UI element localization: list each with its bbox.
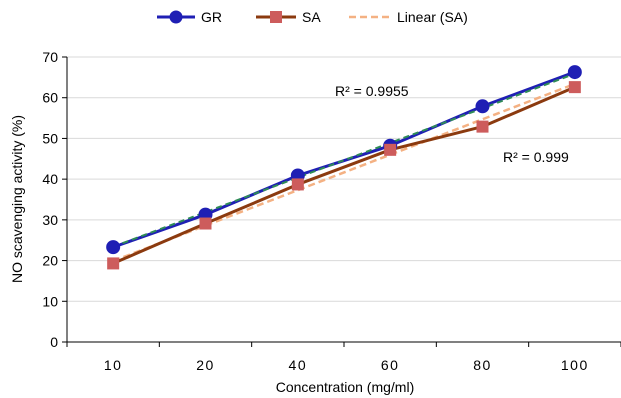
series-markers <box>106 65 582 270</box>
legend-gr-marker <box>169 10 183 24</box>
x-tick-label: 100 <box>561 357 589 373</box>
r-squared-gr-label: R² = 0.9955 <box>335 83 409 99</box>
y-tick-label: 30 <box>42 212 58 228</box>
x-tick-label: 80 <box>473 357 492 373</box>
gr-point <box>567 65 582 80</box>
r-squared-sa-label: R² = 0.999 <box>503 149 569 165</box>
gr-series-line <box>112 70 576 249</box>
y-axis-title: NO scavenging activity (%) <box>9 115 25 283</box>
gridlines <box>67 56 621 302</box>
axes <box>66 57 621 343</box>
sa-point <box>568 81 581 94</box>
sa-point <box>291 178 304 191</box>
gr-trendline <box>112 72 576 248</box>
x-tick-labels: 10 20 40 60 80 100 <box>66 342 621 373</box>
y-tick-label: 60 <box>42 90 58 106</box>
y-tick-label: 70 <box>42 49 58 65</box>
y-tick-label: 0 <box>50 334 58 350</box>
y-tick-labels: 0 10 20 30 40 50 60 70 <box>42 49 67 350</box>
y-tick-label: 20 <box>42 253 58 269</box>
sa-point <box>384 143 397 156</box>
x-tick-label: 60 <box>381 357 400 373</box>
series-lines <box>112 70 576 265</box>
sa-point <box>476 120 489 133</box>
x-axis-title: Concentration (mg/ml) <box>276 379 415 395</box>
y-tick-label: 10 <box>42 293 58 309</box>
y-tick-label: 50 <box>42 130 58 146</box>
legend-sa-label: SA <box>302 9 321 25</box>
legend: GR SA Linear (SA) <box>157 9 468 25</box>
gr-point <box>106 240 121 255</box>
legend-linear-sa-label: Linear (SA) <box>397 9 468 25</box>
x-tick-label: 40 <box>289 357 308 373</box>
sa-series-line <box>112 85 576 265</box>
sa-point <box>199 217 212 230</box>
gr-point <box>475 99 490 114</box>
sa-point <box>107 257 120 270</box>
y-tick-label: 40 <box>42 171 58 187</box>
x-tick-label: 10 <box>104 357 123 373</box>
legend-sa-marker <box>270 11 282 23</box>
x-tick-label: 20 <box>196 357 215 373</box>
legend-gr-label: GR <box>201 9 222 25</box>
